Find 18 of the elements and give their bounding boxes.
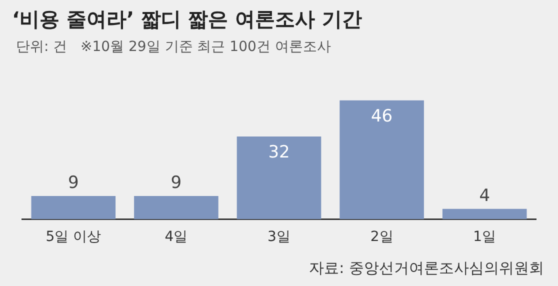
data-label: 46 xyxy=(370,106,393,126)
bar xyxy=(134,196,218,220)
chart-subtitle: 단위: 건 ※10월 29일 기준 최근 100건 여론조사 xyxy=(16,38,331,56)
bar xyxy=(340,100,424,220)
bar xyxy=(236,136,322,220)
text: 자료: 중앙선거여론조사심의위원회 xyxy=(309,259,544,278)
x-tick-label: 1일 xyxy=(473,229,496,246)
x-tick-label: 5일 이상 xyxy=(46,229,102,246)
data-label: 9 xyxy=(68,172,79,193)
chart-title: ‘비용 줄여라’ 짧디 짧은 여론조사 기간 xyxy=(12,6,362,33)
x-tick-label: 3일 xyxy=(268,229,290,246)
data-label: 9 xyxy=(170,172,182,193)
data-label: 4 xyxy=(479,186,490,206)
bar xyxy=(442,208,527,220)
x-tick-label: 2일 xyxy=(370,229,394,246)
x-tick-label: 4일 xyxy=(164,229,188,246)
data-label: 32 xyxy=(268,142,290,162)
bar xyxy=(31,196,116,220)
